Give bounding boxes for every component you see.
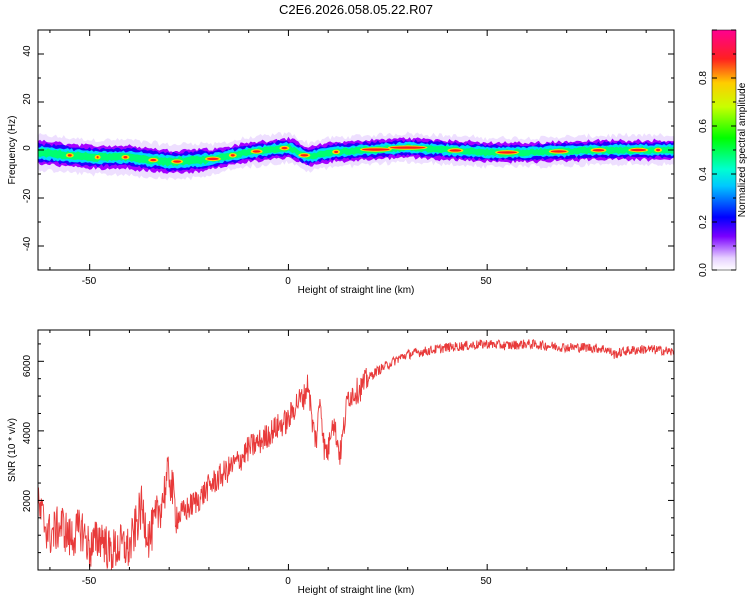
spectrogram-ticks (38, 29, 674, 271)
bottom-x-tick-label: 50 (480, 576, 492, 587)
colorbar-ticks (712, 29, 736, 271)
spectrogram-peak-core (334, 150, 339, 154)
spectrogram-peak-core (173, 160, 182, 163)
spectrogram-peak-core (230, 154, 235, 157)
top-y-tick-label: 0 (22, 145, 33, 151)
chart-title: C2E6.2026.058.05.22.R07 (279, 2, 433, 17)
snr-panel: 6000 4000 2000 -50 0 50 Height of straig… (7, 329, 675, 596)
colorbar-gradient (712, 30, 736, 270)
bottom-y-tick-label: 2000 (22, 489, 33, 512)
bottom-y-tick-label: 6000 (22, 354, 33, 377)
spectrogram-peak-core (592, 149, 605, 152)
spectrogram-peak-core (656, 148, 661, 152)
spectrogram-band (38, 143, 674, 167)
colorbar-tick-label: 0.4 (698, 167, 709, 181)
top-x-tick-label: -50 (82, 276, 97, 287)
bottom-y-tick-label: 4000 (22, 421, 33, 444)
colorbar-tick-label: 0.0 (698, 263, 709, 277)
spectrogram-peak-core (123, 156, 128, 159)
spectrogram-peak-core (300, 154, 309, 157)
top-x-tick-label: 0 (285, 276, 291, 287)
colorbar-tick-label: 0.6 (698, 119, 709, 133)
top-y-axis-label: Frequency (Hz) (7, 116, 18, 185)
spectrogram-peak-core (96, 156, 99, 159)
spectrogram-peak-core (449, 149, 462, 152)
spectrogram-peak-core (630, 148, 647, 152)
snr-series-line (38, 339, 674, 570)
colorbar-tick-label: 0.2 (698, 215, 709, 229)
colorbar-label: Normalized spectral amplitude (737, 82, 748, 217)
top-x-axis-label: Height of straight line (km) (298, 285, 415, 296)
top-y-tick-label: 40 (22, 45, 33, 57)
spectrogram-peak-core (252, 150, 261, 153)
colorbar: 0.0 0.2 0.4 0.6 0.8 Normalized spectral … (698, 29, 748, 277)
top-y-tick-label: -20 (22, 188, 33, 203)
bottom-x-tick-label: -50 (82, 576, 97, 587)
bottom-y-axis-label: SNR (10 * v/v) (7, 418, 18, 482)
spectrogram-peak-core (389, 146, 426, 149)
snr-frame (37, 329, 675, 571)
spectrogram-peak-core (150, 158, 157, 162)
top-y-tick-label: 20 (22, 93, 33, 105)
spectrogram-peak-core (67, 154, 72, 157)
spectrogram-peak-core (206, 157, 219, 161)
snr-ticks (38, 330, 674, 570)
spectrogram-panel: 40 20 0 -20 -40 -50 0 50 Height of strai… (7, 29, 675, 296)
bottom-x-tick-label: 0 (285, 576, 291, 587)
bottom-x-axis-label: Height of straight line (km) (298, 585, 415, 596)
spectrogram-heatmap (38, 131, 674, 181)
top-y-tick-label: -40 (22, 236, 33, 251)
colorbar-tick-label: 0.8 (698, 71, 709, 85)
spectrogram-peak-core (550, 150, 567, 153)
spectrogram-peak-core (281, 146, 288, 150)
spectrogram-peak-core (361, 148, 390, 151)
spectrogram-peak-core (497, 151, 517, 154)
top-x-tick-label: 50 (480, 276, 492, 287)
